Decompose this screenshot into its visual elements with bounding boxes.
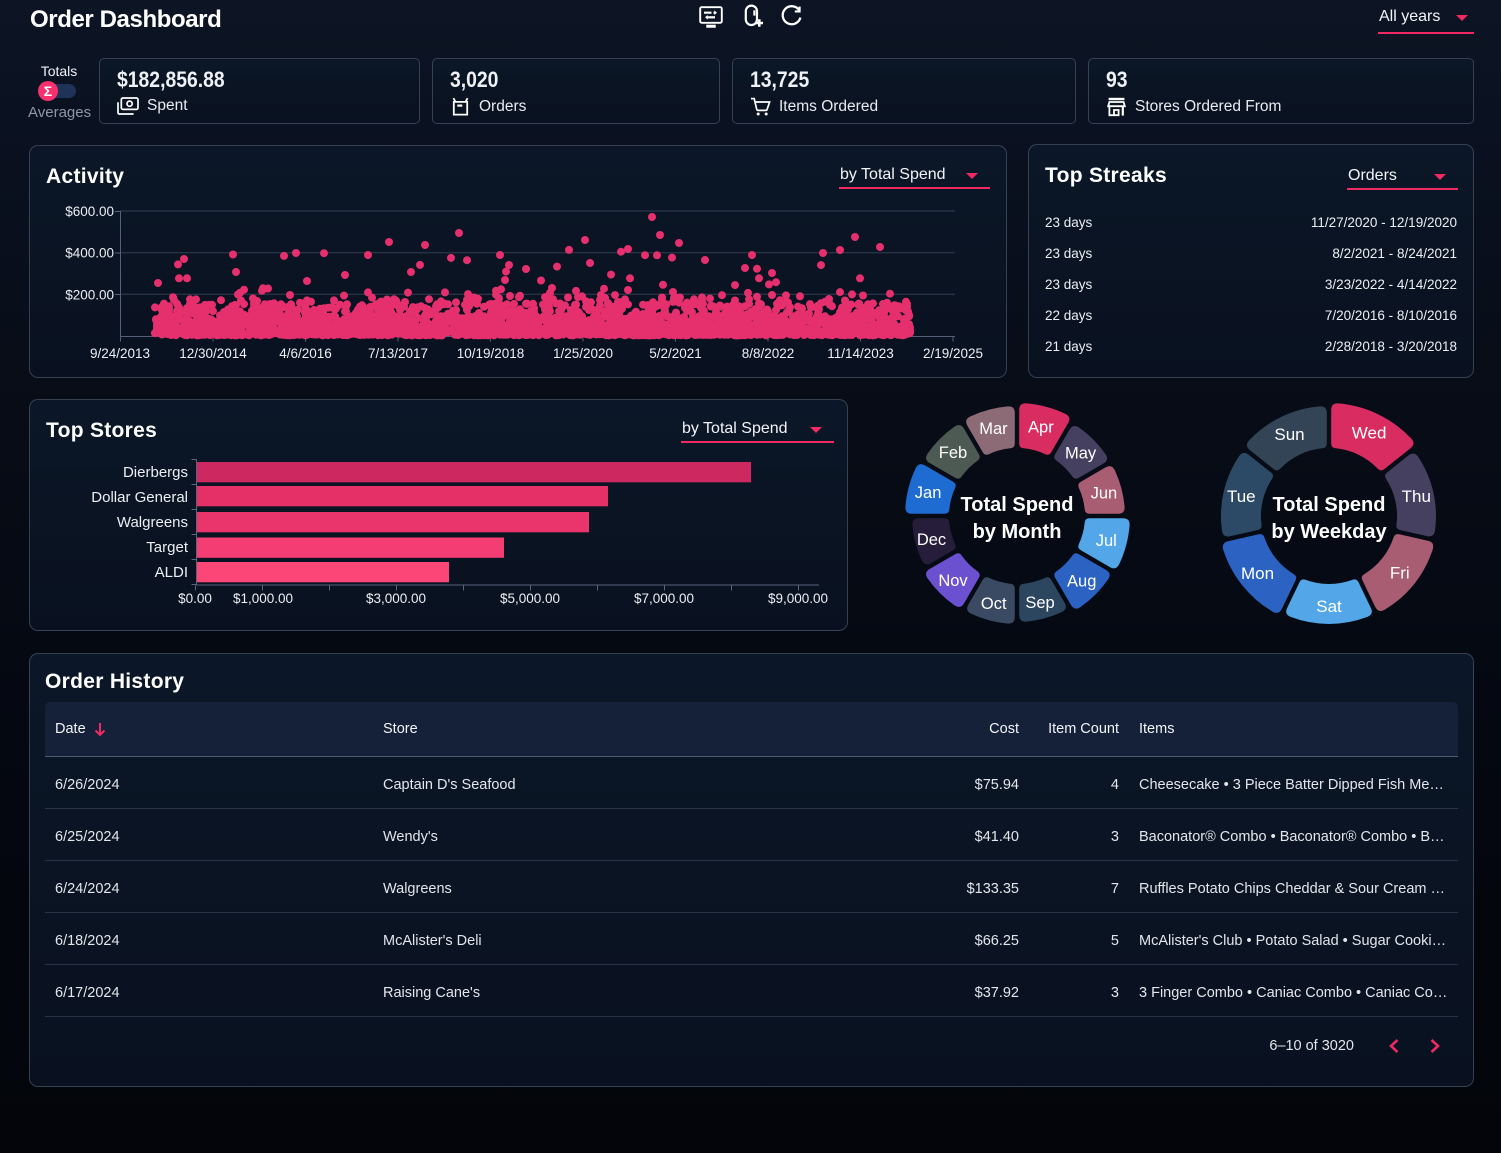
svg-text:$0.00: $0.00 — [178, 591, 212, 606]
svg-text:$600.00: $600.00 — [65, 204, 114, 219]
svg-text:Feb: Feb — [938, 444, 966, 462]
svg-text:11/14/2023: 11/14/2023 — [827, 346, 894, 361]
svg-text:by Month: by Month — [972, 521, 1061, 543]
svg-text:Dierbergs: Dierbergs — [123, 464, 188, 481]
svg-text:Mon: Mon — [1240, 564, 1273, 583]
svg-text:7/13/2017: 7/13/2017 — [368, 346, 428, 361]
svg-text:5/2/2021: 5/2/2021 — [649, 346, 702, 361]
svg-text:Aug: Aug — [1067, 572, 1096, 590]
svg-text:Wed: Wed — [1351, 423, 1386, 442]
svg-text:Thu: Thu — [1401, 487, 1430, 506]
svg-text:Total Spend: Total Spend — [960, 494, 1073, 516]
svg-text:Sat: Sat — [1316, 597, 1342, 616]
svg-text:Sun: Sun — [1274, 425, 1304, 444]
svg-text:Jun: Jun — [1090, 484, 1117, 502]
svg-text:Total Spend: Total Spend — [1272, 494, 1385, 516]
svg-text:$9,000.00: $9,000.00 — [768, 591, 828, 606]
svg-text:$200.00: $200.00 — [65, 287, 114, 302]
svg-text:Tue: Tue — [1226, 487, 1255, 506]
svg-text:$7,000.00: $7,000.00 — [634, 591, 694, 606]
svg-text:8/8/2022: 8/8/2022 — [742, 346, 795, 361]
svg-text:Oct: Oct — [980, 594, 1006, 612]
svg-text:1/25/2020: 1/25/2020 — [553, 346, 613, 361]
svg-text:May: May — [1065, 444, 1097, 462]
svg-text:Sep: Sep — [1025, 594, 1054, 612]
svg-text:Dec: Dec — [916, 530, 945, 548]
svg-text:$3,000.00: $3,000.00 — [366, 591, 426, 606]
svg-text:9/24/2013: 9/24/2013 — [90, 346, 150, 361]
svg-text:2/19/2025: 2/19/2025 — [923, 346, 983, 361]
svg-text:Nov: Nov — [938, 572, 968, 590]
svg-text:Jul: Jul — [1095, 531, 1116, 549]
svg-text:Jan: Jan — [914, 484, 941, 502]
svg-text:4/6/2016: 4/6/2016 — [279, 346, 332, 361]
svg-text:Apr: Apr — [1028, 418, 1054, 436]
svg-text:ALDI: ALDI — [155, 564, 188, 581]
svg-text:Target: Target — [146, 539, 189, 556]
svg-text:Fri: Fri — [1389, 563, 1409, 582]
svg-text:Walgreens: Walgreens — [117, 514, 188, 531]
svg-text:$5,000.00: $5,000.00 — [500, 591, 560, 606]
svg-text:by Weekday: by Weekday — [1271, 521, 1387, 543]
svg-text:$1,000.00: $1,000.00 — [233, 591, 293, 606]
svg-text:Dollar General: Dollar General — [91, 489, 188, 506]
svg-text:10/19/2018: 10/19/2018 — [457, 346, 525, 361]
svg-text:12/30/2014: 12/30/2014 — [179, 346, 247, 361]
svg-text:$400.00: $400.00 — [65, 246, 114, 261]
svg-text:Mar: Mar — [979, 420, 1008, 438]
